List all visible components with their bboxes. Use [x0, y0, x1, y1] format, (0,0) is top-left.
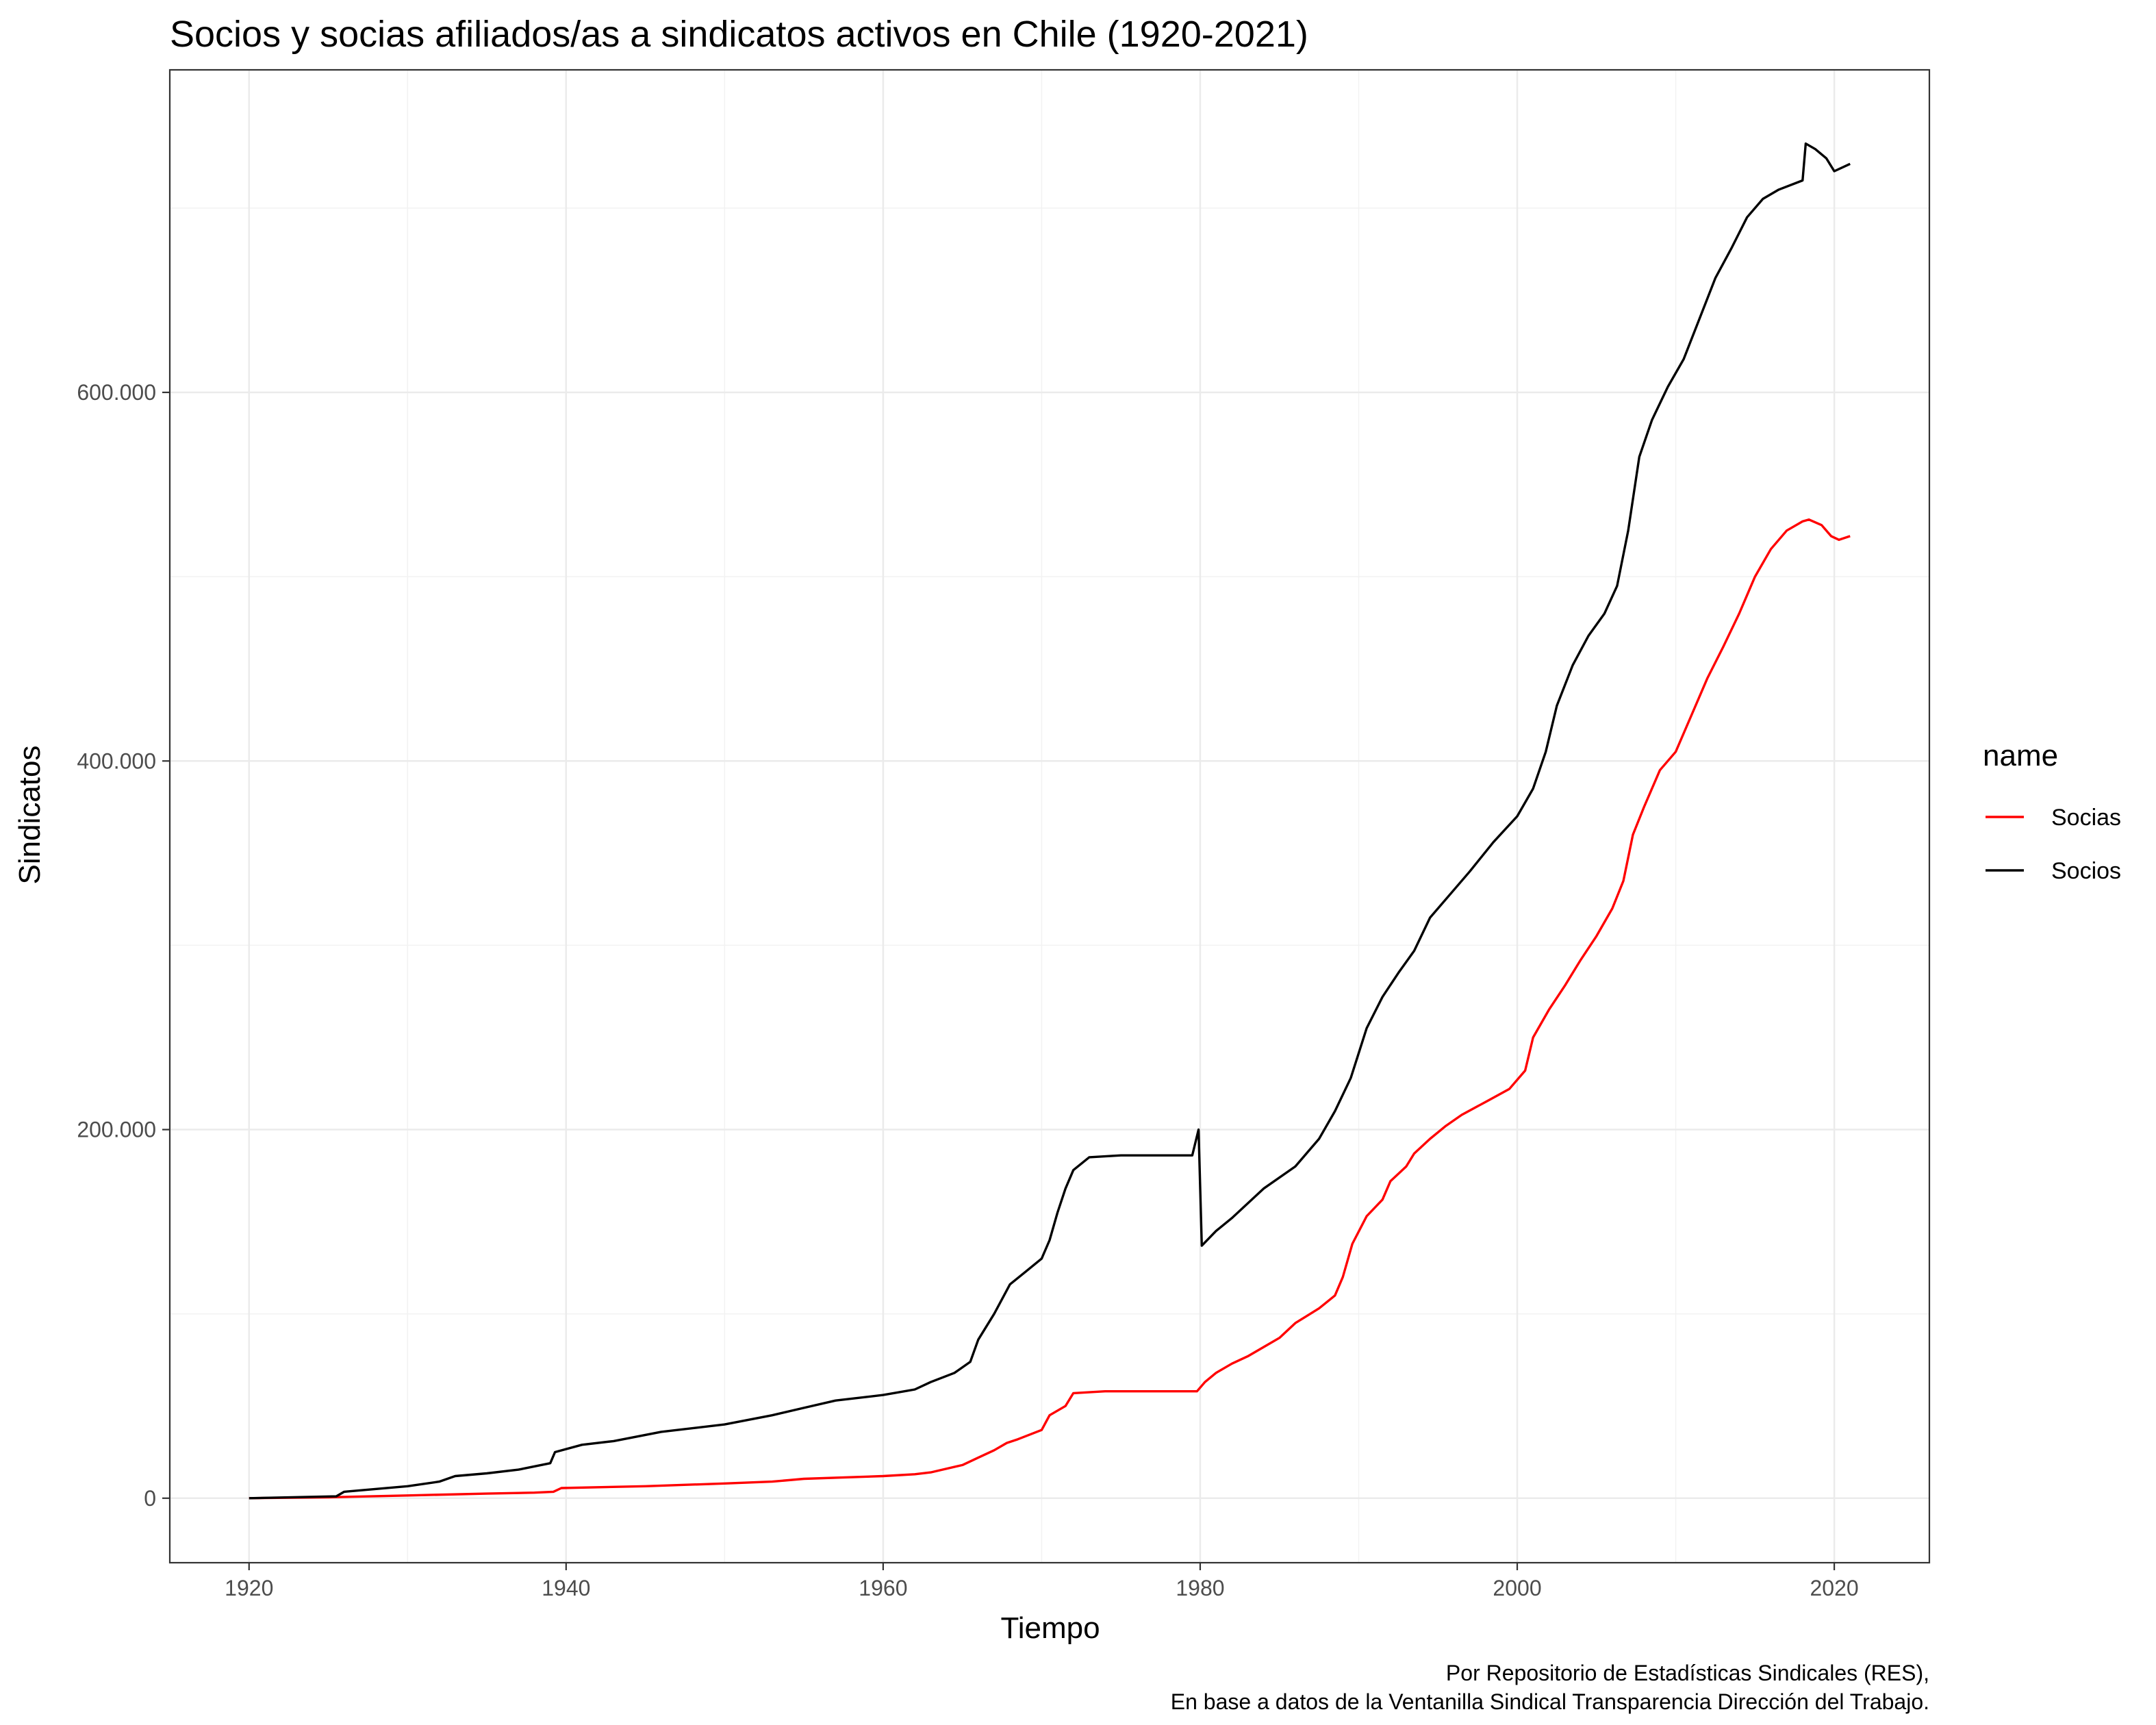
- minor-gridlines: [170, 70, 1929, 1563]
- caption-line-2: En base a datos de la Ventanilla Sindica…: [1171, 1689, 1929, 1714]
- series-lines: [249, 142, 1851, 1500]
- x-tick-label: 1960: [859, 1576, 907, 1600]
- chart-title: Socios y socias afiliados/as a sindicato…: [170, 14, 1308, 55]
- y-tick-label: 200.000: [77, 1118, 156, 1142]
- plot-panel: [168, 68, 1931, 1564]
- x-tick-label: 1940: [542, 1576, 590, 1600]
- panel-border: [168, 68, 1931, 1564]
- y-axis: 0 200.000 400.000 600.000: [77, 380, 170, 1511]
- panel-background: [170, 70, 1929, 1563]
- x-tick-label: 2000: [1493, 1576, 1541, 1600]
- legend: name Socias Socios: [1983, 739, 2121, 884]
- series-line-socias: [249, 518, 1851, 1500]
- caption-line-1: Por Repositorio de Estadísticas Sindical…: [1446, 1661, 1929, 1685]
- x-tick-label: 1980: [1176, 1576, 1224, 1600]
- legend-title: name: [1983, 739, 2058, 772]
- legend-items: Socias Socios: [1986, 805, 2121, 884]
- y-axis-title: Sindicatos: [13, 745, 47, 884]
- y-tick-label: 400.000: [77, 748, 156, 773]
- y-tick-label: 600.000: [77, 380, 156, 405]
- x-axis: 1920 1940 1960 1980 2000 2020: [225, 1563, 1859, 1600]
- x-tick-label: 2020: [1810, 1576, 1858, 1600]
- series-line-socios: [249, 142, 1851, 1500]
- legend-label-socios: Socios: [2051, 858, 2121, 884]
- legend-label-socias: Socias: [2051, 805, 2121, 831]
- y-tick-label: 0: [144, 1486, 156, 1511]
- x-axis-title: Tiempo: [1000, 1611, 1100, 1645]
- x-tick-label: 1920: [225, 1576, 273, 1600]
